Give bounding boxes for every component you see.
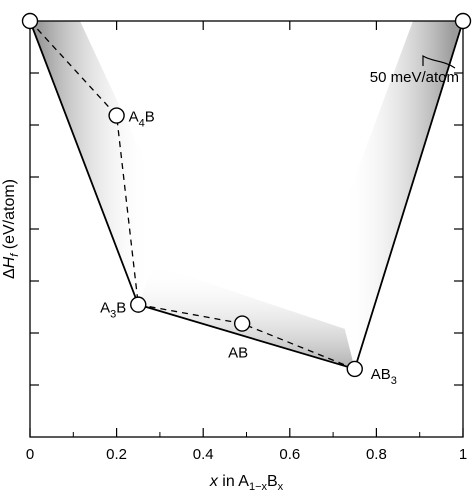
convex-hull-line — [29, 20, 464, 371]
marker-a3b — [130, 296, 147, 313]
shade-left — [30, 21, 199, 305]
data-markers — [21, 12, 472, 378]
x-tick-label-1: 0.2 — [106, 446, 127, 463]
marker-x0 — [21, 12, 39, 30]
marker-ab3 — [346, 360, 363, 378]
x-tick-label-3: 0.6 — [279, 446, 300, 463]
shade-right — [294, 21, 463, 369]
x-tick-label-2: 0.4 — [193, 446, 214, 463]
x-tick-label-4: 0.8 — [366, 446, 387, 463]
x-tick-label-5: 1 — [459, 446, 467, 463]
x-tick-label-0: 0 — [26, 446, 34, 463]
marker-x1 — [454, 12, 472, 30]
marker-a4b — [108, 107, 125, 124]
marker-a3b-label: A3B — [100, 300, 126, 321]
dashed-series-line — [29, 20, 355, 370]
marker-ab — [233, 315, 251, 332]
series-lines — [29, 20, 464, 371]
marker-a4b-label: A4B — [129, 109, 155, 130]
annotation-pointer — [422, 54, 456, 69]
axis-ticks — [29, 21, 464, 437]
annotation-50-mev: 50 meV/atom — [370, 69, 459, 86]
x-axis-label: x in A1−xBx — [209, 473, 284, 493]
y-axis-label: ΔHf (eV/atom) — [1, 179, 21, 279]
x-tick-labels: 0 0.2 0.4 0.6 0.8 1 — [26, 446, 467, 463]
marker-ab3-label: AB3 — [371, 366, 397, 387]
marker-labels: A4B A3B AB AB3 — [100, 109, 397, 387]
marker-ab-label: AB — [228, 345, 248, 362]
